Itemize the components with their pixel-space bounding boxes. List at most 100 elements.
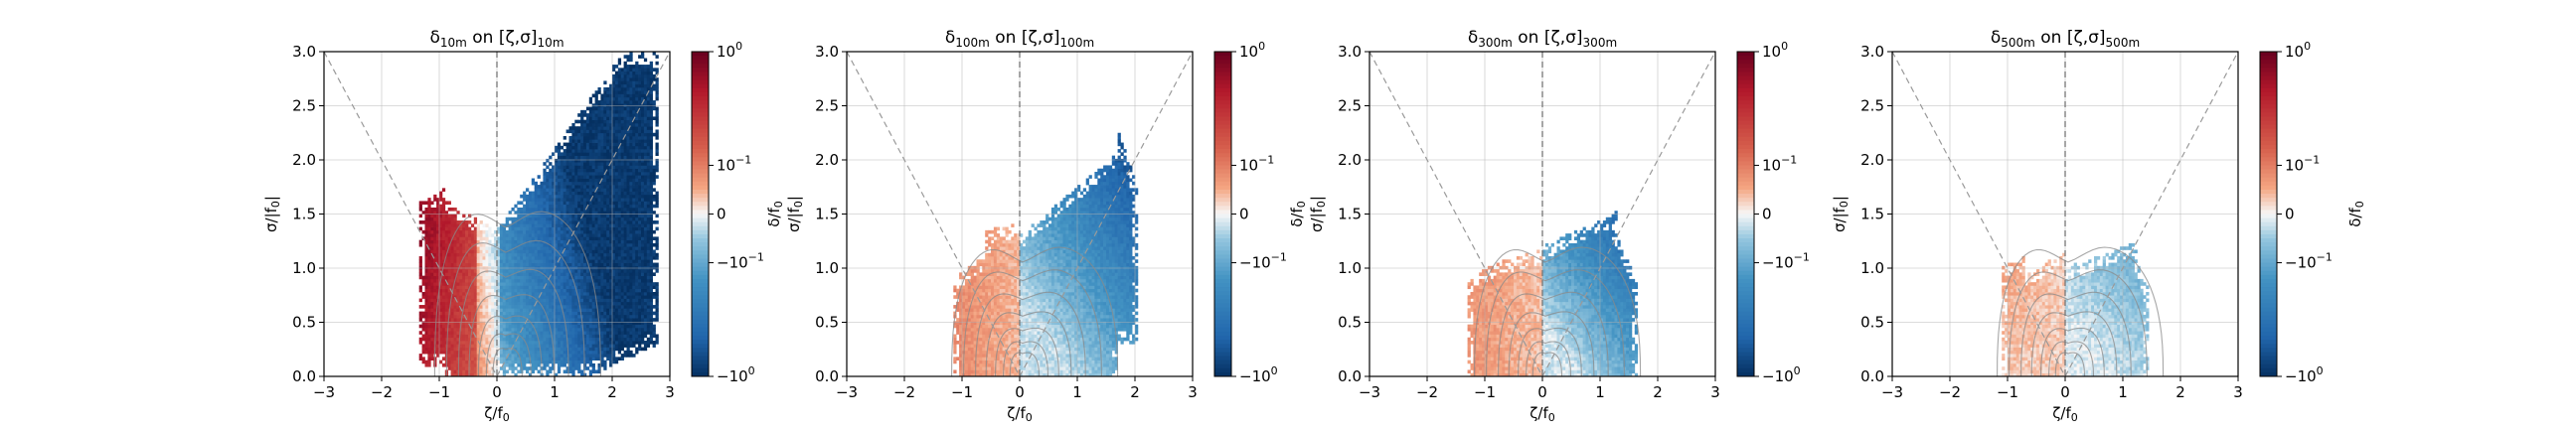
heatmap-cell [571,214,575,218]
heatmap-cell [557,262,562,267]
heatmap-cell [427,282,431,286]
heatmap-cell [626,282,630,286]
heatmap-cell [459,337,463,342]
heatmap-cell [528,211,533,215]
heatmap-cell [502,327,507,332]
heatmap-cell [505,295,509,299]
heatmap-cell [603,96,607,101]
heatmap-cell [591,129,595,134]
heatmap-cell [459,220,463,224]
heatmap-cell [476,278,480,283]
heatmap-cell [534,259,538,263]
heatmap-cell [585,136,590,140]
heatmap-cell [583,185,587,189]
heatmap-cell [617,152,622,156]
heatmap-cell [609,298,613,303]
heatmap-cell [418,337,422,342]
heatmap-cell [577,175,581,179]
heatmap-cell [629,171,633,176]
heatmap-cell [534,188,538,192]
heatmap-cell [453,269,457,273]
heatmap-cell [540,207,544,212]
heatmap-cell [585,324,590,329]
heatmap-cell [565,211,569,215]
heatmap-cell [549,318,553,322]
heatmap-cell [470,331,475,335]
heatmap-cell [427,331,431,335]
heatmap-cell [436,285,440,290]
heatmap-cell [641,149,645,153]
heatmap-cell [508,311,512,316]
heatmap-cell [459,285,463,290]
heatmap-cell [560,191,564,196]
heatmap-cell [456,357,460,361]
heatmap-cell [643,236,648,241]
heatmap-cell [620,305,624,309]
heatmap-cell [577,158,581,163]
heatmap-cell [588,362,593,367]
heatmap-cell [614,65,619,69]
heatmap-cell [453,226,457,231]
heatmap-cell [646,308,651,312]
heatmap-cell [439,314,443,319]
heatmap-cell [444,305,449,309]
heatmap-cell [465,344,469,348]
heatmap-cell [456,301,460,306]
heatmap-cell [441,321,446,326]
heatmap-cell [549,191,553,196]
heatmap-cell [583,291,587,296]
heatmap-cell [430,233,434,237]
heatmap-cell [632,86,636,91]
heatmap-cell [626,185,630,189]
heatmap-cell [453,366,457,370]
heatmap-cell [594,216,598,221]
heatmap-cell [555,344,559,348]
heatmap-cell [560,158,564,163]
heatmap-cell [571,337,575,342]
heatmap-cell [568,252,572,257]
heatmap-cell [597,122,601,127]
heatmap-cell [585,122,590,127]
heatmap-cell [568,207,572,212]
heatmap-cell [603,106,607,111]
heatmap-cell [617,311,622,316]
heatmap-cell [617,71,622,75]
heatmap-cell [560,185,564,189]
heatmap-cell [557,142,562,147]
heatmap-cell [473,301,478,306]
heatmap-cell [540,216,544,221]
heatmap-cell [436,308,440,312]
heatmap-cell [603,295,607,299]
heatmap-cell [441,327,446,332]
heatmap-cell [612,278,616,283]
heatmap-cell [646,344,651,348]
heatmap-cell [606,106,610,111]
heatmap-cell [453,347,457,352]
heatmap-cell [523,288,527,293]
heatmap-cell [635,142,639,147]
heatmap-cell [574,334,578,339]
heatmap-cell [447,207,451,212]
heatmap-cell [424,327,428,332]
heatmap-cell [609,275,613,280]
heatmap-cell [597,311,601,316]
heatmap-cell [574,354,578,358]
heatmap-cell [629,229,633,234]
heatmap-cell [594,165,598,170]
heatmap-cell [494,366,498,370]
heatmap-cell [494,369,498,374]
heatmap-cell [577,321,581,326]
heatmap-cell [485,223,489,227]
heatmap-cell [594,171,598,176]
heatmap-cell [565,207,569,212]
heatmap-cell [606,181,610,186]
heatmap-cell [620,288,624,293]
heatmap-cell [494,285,498,290]
heatmap-cell [626,269,630,273]
heatmap-cell [453,236,457,241]
heatmap-cell [520,347,524,352]
heatmap-cell [580,220,584,224]
heatmap-cell [557,324,562,329]
heatmap-cell [555,158,559,163]
heatmap-cell [555,216,559,221]
